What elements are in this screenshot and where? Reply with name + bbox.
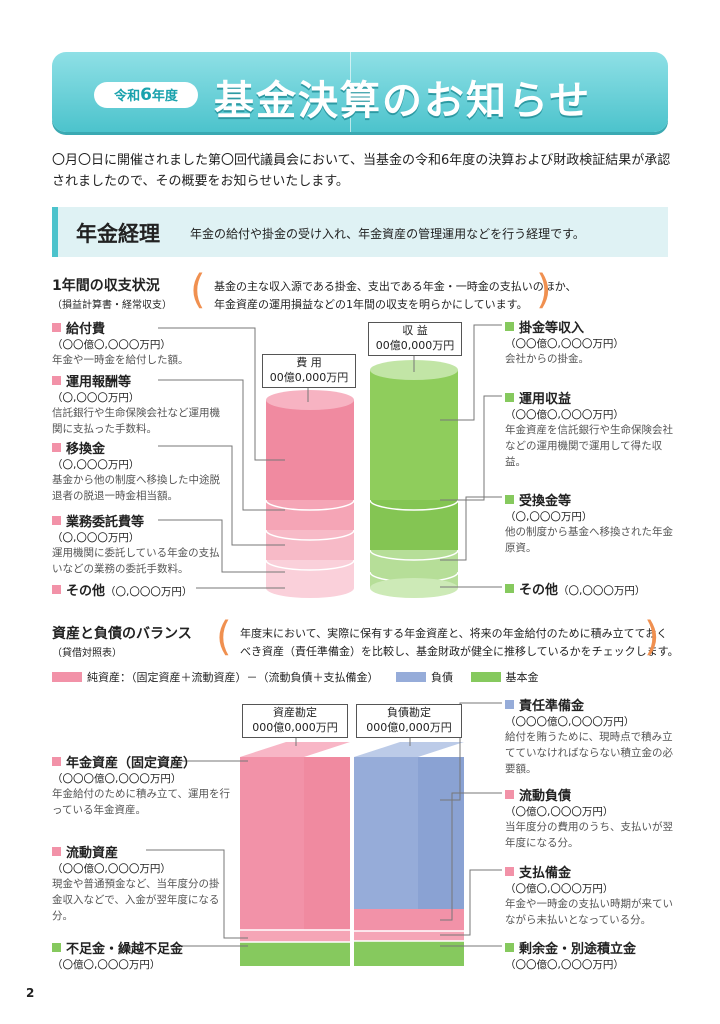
revenue-item-investment: 運用収益 （〇〇億〇,〇〇〇万円） 年金資産を信託銀行や生命保険会社などの運用機… [505,392,673,468]
section-accent-bar [52,207,58,257]
asset-item-current-assets: 流動資産 （〇〇億〇,〇〇〇万円） 現金や普通預金など、当年度分の掛金収入などで… [52,846,220,922]
liability-block [354,742,464,966]
balance-leader-lines [146,702,502,947]
bracket-right: ) [644,614,660,660]
blue-square-icon [505,700,514,709]
liability-item-surplus: 剰余金・別途積立金 （〇〇億〇,〇〇〇万円） [505,942,637,971]
page-number: 2 [26,986,35,1000]
income-heading: 1年間の収支状況 [52,278,160,294]
balance-heading: 資産と負債のバランス [52,626,192,642]
liability-item-reserve: 責任準備金 （〇〇〇億〇,〇〇〇万円） 給付を賄うために、現時点で積み立てていな… [505,699,673,775]
pink-square-icon [52,376,61,385]
balance-note: 年度末において、実際に保有する年金資産と、将来の年金給付のために積み立てておくべ… [240,627,679,658]
expense-item-transfer: 移換金 （〇,〇〇〇万円） 基金から他の制度へ移換した中途脱退者の脱退一時金相当… [52,442,220,502]
legend-item-net-assets: 純資産：（固定資産＋流動資産）－（流動負債＋支払備金） [52,671,379,684]
blue-swatch-icon [396,672,426,682]
banner-divider [350,52,351,132]
pink-square-icon [505,867,514,876]
intro-text: 〇月〇日に開催されました第〇回代議員会において、当基金の令和6年度の決算および財… [52,153,671,189]
income-note: 基金の主な収入源である掛金、支出である年金・一時金の支払いのほか、 年金資産の運用… [214,280,577,311]
pink-square-icon [52,323,61,332]
bracket-left: ( [190,267,206,313]
expense-item-other: その他（〇,〇〇〇万円） [52,580,192,599]
revenue-item-other: その他（〇,〇〇〇万円） [505,579,645,598]
liability-item-current-liabilities: 流動負債 （〇億〇,〇〇〇万円） 当年度分の費用のうち、支払いが翌年度になる分。 [505,789,673,849]
expense-item-benefits: 給付費 （〇〇億〇,〇〇〇万円） 年金や一時金を給付した額。 [52,322,189,366]
green-square-icon [52,943,61,952]
pink-square-icon [52,516,61,525]
pink-square-icon [52,847,61,856]
pink-square-icon [52,443,61,452]
revenue-item-contributions: 掛金等収入 （〇〇億〇,〇〇〇万円） 会社からの掛金。 [505,321,624,365]
section-title: 年金経理 [76,222,160,246]
green-square-icon [505,393,514,402]
green-square-icon [505,495,514,504]
balance-subheading: （貸借対照表） [52,648,122,659]
liability-item-payment-reserve: 支払備金 （〇億〇,〇〇〇万円） 年金や一時金の支払い時期が来ていながら未払いと… [505,866,673,926]
asset-item-pension-assets: 年金資産（固定資産） （〇〇〇億〇,〇〇〇万円） 年金給付のために積み立て、運用… [52,756,230,816]
legend: 純資産：（固定資産＋流動資産）－（流動負債＋支払備金） 負債 基本金 [52,669,539,685]
page-title: 基金決算のお知らせ [214,78,592,124]
expense-total-box: 費 用 00億0,000万円 [262,354,356,388]
pink-square-icon [52,757,61,766]
pink-swatch-icon [52,672,82,682]
liability-total-box: 負債勘定 000億0,000万円 [356,704,462,738]
bracket-left: ( [216,614,232,660]
legend-item-liabilities: 負債 [396,671,453,684]
expense-item-outsourcing: 業務委託費等 （〇,〇〇〇万円） 運用機関に委託している年金の支払いなどの業務の… [52,515,220,575]
expense-item-management-fees: 運用報酬等 （〇,〇〇〇万円） 信託銀行や生命保険会社など運用機関に支払った手数… [52,375,220,435]
green-square-icon [505,584,514,593]
section-description: 年金の給付や掛金の受け入れ、年金資産の管理運用などを行う経理です。 [190,227,585,241]
asset-total-box: 資産勘定 000億0,000万円 [242,704,348,738]
green-square-icon [505,322,514,331]
revenue-total-box: 収 益 00億0,000万円 [368,322,462,356]
income-leader-lines [158,324,502,589]
green-swatch-icon [470,672,501,682]
bracket-right: ) [536,267,552,313]
legend-item-basic-fund: 基本金 [470,671,539,684]
revenue-cylinder [369,360,459,598]
asset-item-shortfall: 不足金・繰越不足金 （〇億〇,〇〇〇万円） [52,942,184,971]
revenue-item-transfer-in: 受換金等 （〇,〇〇〇万円） 他の制度から基金へ移換された年金原資。 [505,494,673,554]
expense-cylinder [265,390,355,598]
pink-square-icon [52,585,61,594]
fiscal-year-badge: 令和6年度 [94,82,198,108]
section-header [52,207,668,257]
income-subheading: （損益計算書・経常収支） [52,300,172,311]
green-square-icon [505,943,514,952]
pink-square-icon [505,790,514,799]
asset-block [240,742,350,966]
